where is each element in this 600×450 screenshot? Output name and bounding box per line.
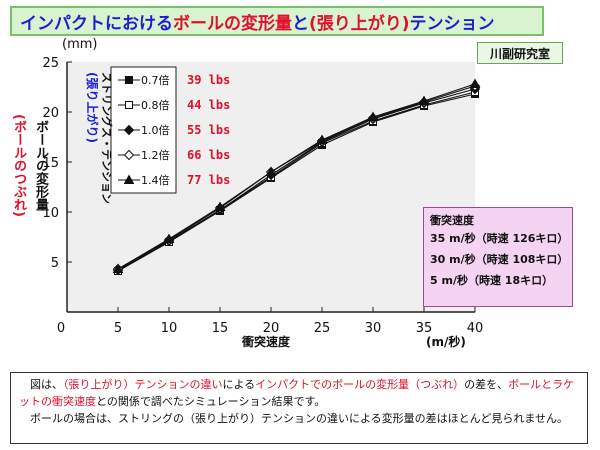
- legend-label: 0.7倍: [141, 73, 170, 87]
- legend-label: 1.0倍: [141, 123, 170, 137]
- y-tick-label: 5: [51, 256, 59, 271]
- y-tick-label: 10: [42, 206, 59, 221]
- x-tick-label: 0: [57, 321, 65, 336]
- legend-lbs: 55 lbs: [187, 123, 230, 137]
- x-tick-label: 25: [314, 321, 331, 336]
- legend-marker: [123, 149, 135, 161]
- title-part-ni-okeru: における: [105, 13, 173, 34]
- data-point: [418, 95, 430, 105]
- legend-lbs: 39 lbs: [187, 73, 230, 87]
- x-tick-label: 30: [365, 321, 382, 336]
- legend-label: 1.4倍: [141, 173, 170, 187]
- y-axis-subtitle: (ボールのつぶれ): [11, 114, 26, 217]
- info-line-30: 30 m/秒（時速 108キロ）: [430, 253, 569, 266]
- caption-text-deformation: インパクトでのボールの変形量（つぶれ）: [255, 378, 465, 391]
- legend-item: 1.4倍 77 lbs: [118, 173, 230, 187]
- legend-item: 0.8倍 44 lbs: [118, 98, 230, 112]
- impact-speed-info: 衝突速度 35 m/秒（時速 126キロ） 30 m/秒（時速 108キロ） 5…: [423, 207, 573, 307]
- legend-subtitle: (張り上がり): [85, 72, 100, 143]
- x-tick-label: 10: [161, 321, 178, 336]
- x-axis-unit: (m/秒): [426, 334, 466, 349]
- data-point: [112, 263, 124, 273]
- legend-marker: [123, 124, 135, 136]
- legend-marker: [125, 76, 133, 84]
- title-part-to: と: [292, 13, 309, 34]
- page-title: インパクト における ボールの変形量と (張り上がり) テンション: [10, 6, 544, 36]
- legend-label: 1.2倍: [141, 148, 170, 162]
- caption-text-tension: （張り上がり）テンションの違い: [63, 378, 223, 391]
- series-line: [117, 88, 476, 271]
- lab-name-badge: 川副研究室: [477, 42, 563, 64]
- data-point: [316, 134, 328, 144]
- chart-series: [112, 78, 481, 276]
- caption-text-c: による: [222, 378, 256, 391]
- x-tick-label: 15: [212, 321, 229, 336]
- caption-text-speed: ボールとラケットの衝突速度: [19, 378, 575, 408]
- series-line: [117, 91, 476, 272]
- caption-text-a: 図は、: [30, 378, 63, 391]
- caption-text-g: との関係で調べたシミュレーション結果です。: [96, 395, 326, 408]
- legend-lbs: 66 lbs: [187, 148, 230, 162]
- caption-paragraph-2: ボールの場合は、ストリングの（張り上がり）テンションの違いによる変形量の差はほと…: [19, 410, 579, 427]
- x-tick-label: 40: [467, 321, 484, 336]
- title-part-deformation: ボールの変形量: [173, 13, 292, 34]
- series-5: [112, 78, 481, 273]
- deformation-chart: 0 5 10 15 20 25 30 35 40 5 10 15 20 25 ストリングス・テンション(張…: [42, 37, 483, 349]
- title-part-stretch: (張り上がり): [309, 13, 410, 34]
- x-axis-title: 衝突速度: [241, 334, 291, 349]
- data-point: [469, 78, 481, 88]
- y-tick-label: 20: [42, 106, 59, 121]
- y-axis-unit: (mm): [62, 37, 97, 52]
- data-point: [265, 166, 277, 176]
- legend-label: 0.8倍: [141, 98, 170, 112]
- x-tick-label: 35: [416, 321, 433, 336]
- x-tick-label: 5: [114, 321, 122, 336]
- y-tick-label: 25: [42, 56, 59, 71]
- legend-item: 1.2倍 66 lbs: [118, 148, 230, 162]
- data-point: [214, 201, 226, 211]
- title-part-tension: テンション: [409, 13, 495, 34]
- legend-lbs: 44 lbs: [187, 98, 230, 112]
- legend-lbs: 77 lbs: [187, 173, 230, 187]
- figure-caption: 図は、（張り上がり）テンションの違いによるインパクトでのボールの変形量（つぶれ）…: [10, 372, 588, 444]
- chart-legend: ストリングス・テンション(張り上がり) 0.7倍 39 lbs 0.8倍 44 lbs 1…: [85, 66, 230, 204]
- data-point: [367, 111, 379, 121]
- y-tick-label: 15: [42, 156, 59, 171]
- caption-text-e: の差を、: [464, 378, 509, 391]
- legend-title: ストリングス・テンション: [100, 72, 114, 204]
- chart-axes: 0 5 10 15 20 25 30 35 40 5 10 15 20 25: [42, 56, 483, 336]
- info-line-35: 35 m/秒（時速 126キロ）: [430, 232, 569, 245]
- legend-item: 1.0倍 55 lbs: [118, 123, 230, 137]
- series-line: [117, 83, 476, 270]
- y-axis-title: ボールの変形量: [33, 120, 48, 211]
- caption-text-p2: ボールの場合は、ストリングの（張り上がり）テンションの違いによる変形量の差はほと…: [30, 412, 569, 425]
- info-title: 衝突速度: [430, 214, 474, 227]
- title-part-impact: インパクト: [20, 13, 105, 34]
- legend-item: 0.7倍 39 lbs: [118, 73, 230, 87]
- x-tick-label: 20: [263, 321, 280, 336]
- info-line-5: 5 m/秒（時速 18キロ）: [430, 274, 554, 287]
- legend-marker: [125, 101, 133, 109]
- legend-marker: [123, 174, 135, 184]
- caption-paragraph-1: 図は、（張り上がり）テンションの違いによるインパクトでのボールの変形量（つぶれ）…: [19, 376, 579, 410]
- data-point: [163, 233, 175, 243]
